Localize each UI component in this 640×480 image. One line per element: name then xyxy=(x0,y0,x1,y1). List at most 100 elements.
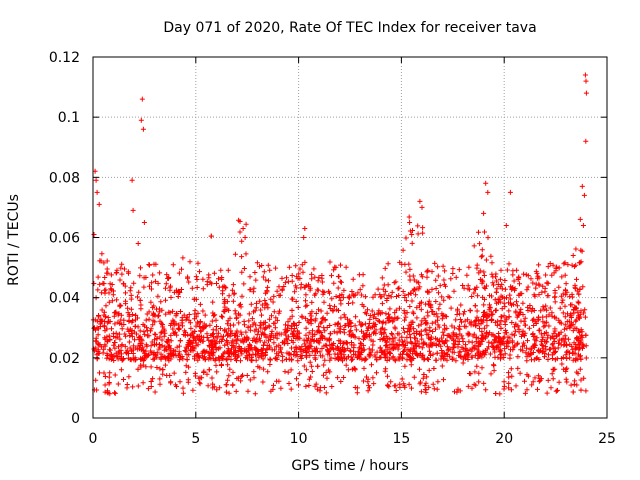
data-point xyxy=(244,353,250,359)
data-point xyxy=(480,294,486,300)
data-point xyxy=(466,331,472,337)
data-point xyxy=(520,328,526,334)
data-point xyxy=(504,343,510,349)
data-point xyxy=(421,357,427,363)
data-point xyxy=(497,349,503,355)
data-point xyxy=(525,273,531,279)
data-point xyxy=(272,325,278,331)
data-point xyxy=(279,358,285,364)
data-point xyxy=(286,264,292,270)
data-point xyxy=(195,310,201,316)
data-point xyxy=(152,332,158,338)
data-point xyxy=(251,375,257,381)
data-point xyxy=(577,366,583,372)
data-point xyxy=(143,353,149,359)
data-point xyxy=(286,381,292,386)
data-point xyxy=(506,300,511,306)
data-point xyxy=(306,320,312,326)
data-point xyxy=(517,281,522,287)
data-point xyxy=(497,321,503,327)
data-point xyxy=(510,268,516,274)
data-point xyxy=(181,328,187,334)
data-point xyxy=(436,342,442,348)
data-point xyxy=(180,390,186,396)
data-point xyxy=(491,282,496,288)
data-point xyxy=(512,287,517,293)
data-point xyxy=(403,298,409,304)
data-point xyxy=(348,354,354,360)
data-point xyxy=(155,293,161,299)
data-point xyxy=(463,355,468,361)
data-point xyxy=(395,346,401,352)
data-point xyxy=(408,291,414,296)
data-point xyxy=(111,313,117,319)
data-point xyxy=(313,356,318,362)
data-point xyxy=(202,312,208,318)
data-point xyxy=(269,347,275,353)
data-point xyxy=(223,382,229,388)
data-point xyxy=(411,344,416,350)
data-point xyxy=(338,324,344,330)
data-point xyxy=(531,316,537,322)
data-point xyxy=(219,355,225,361)
data-point xyxy=(509,373,515,379)
data-point xyxy=(479,339,485,344)
data-point xyxy=(127,288,133,294)
data-point xyxy=(200,286,206,292)
data-point xyxy=(317,349,323,355)
y-tick-label: 0.02 xyxy=(49,351,80,367)
data-point xyxy=(314,329,320,335)
data-point xyxy=(138,265,143,271)
data-point xyxy=(511,332,517,338)
data-point xyxy=(346,301,351,306)
data-point xyxy=(461,353,467,359)
data-point xyxy=(452,325,458,331)
data-point xyxy=(473,322,478,328)
data-point xyxy=(573,246,579,252)
data-point xyxy=(304,302,310,308)
data-point xyxy=(252,338,258,344)
data-point xyxy=(575,299,581,305)
data-point xyxy=(580,223,586,228)
data-point xyxy=(102,342,108,348)
data-point xyxy=(119,343,125,349)
data-point xyxy=(515,354,521,360)
data-point xyxy=(130,355,136,361)
data-point xyxy=(458,302,464,308)
data-point xyxy=(455,386,461,392)
data-point xyxy=(211,270,217,276)
data-point xyxy=(420,230,426,236)
data-point xyxy=(409,357,415,363)
data-point xyxy=(293,353,299,359)
data-point xyxy=(319,346,325,351)
data-point xyxy=(205,383,211,389)
data-point xyxy=(263,351,268,357)
data-point xyxy=(401,381,407,387)
data-point xyxy=(116,331,122,337)
data-point xyxy=(140,322,146,327)
data-point xyxy=(396,337,402,343)
data-point xyxy=(273,315,279,321)
data-point xyxy=(469,348,475,354)
data-point xyxy=(379,301,385,307)
data-point xyxy=(563,368,569,374)
data-point xyxy=(434,350,440,356)
data-point xyxy=(571,381,577,387)
data-point xyxy=(467,371,472,376)
data-point xyxy=(297,371,303,377)
data-point xyxy=(542,289,548,295)
data-point xyxy=(219,275,225,280)
data-point xyxy=(563,292,569,298)
data-point xyxy=(528,351,534,357)
data-point xyxy=(282,330,288,336)
data-point xyxy=(390,319,396,325)
data-point xyxy=(265,262,271,268)
data-point xyxy=(477,268,483,274)
data-point xyxy=(296,345,302,351)
data-point xyxy=(402,310,408,316)
data-point xyxy=(303,332,309,338)
data-point xyxy=(276,310,282,316)
data-point xyxy=(498,318,504,324)
data-point xyxy=(583,388,589,394)
data-point xyxy=(515,365,521,371)
